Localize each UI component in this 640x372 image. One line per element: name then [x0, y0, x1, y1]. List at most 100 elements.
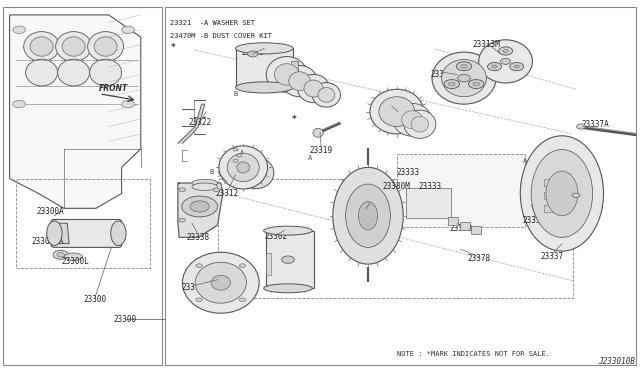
Text: 23300A: 23300A: [36, 207, 64, 216]
Ellipse shape: [237, 162, 250, 173]
Text: 23321  -A WASHER SET: 23321 -A WASHER SET: [170, 20, 255, 26]
Ellipse shape: [404, 110, 436, 138]
Bar: [406, 188, 451, 218]
Text: 23318: 23318: [182, 283, 205, 292]
Ellipse shape: [318, 87, 335, 102]
Circle shape: [444, 80, 460, 89]
Ellipse shape: [358, 202, 378, 230]
Ellipse shape: [402, 111, 423, 129]
Ellipse shape: [411, 116, 429, 132]
Ellipse shape: [289, 72, 310, 90]
Circle shape: [514, 65, 519, 68]
Polygon shape: [178, 183, 223, 237]
Circle shape: [492, 65, 497, 68]
Circle shape: [122, 100, 134, 108]
Circle shape: [248, 51, 258, 57]
Ellipse shape: [192, 183, 218, 190]
Bar: [165, 7, 636, 365]
Text: 23333: 23333: [397, 169, 420, 177]
Text: 23302: 23302: [265, 232, 288, 241]
Circle shape: [458, 74, 470, 82]
Text: 23338M: 23338M: [522, 216, 550, 225]
Text: A: A: [240, 150, 244, 155]
Text: 23319: 23319: [310, 146, 333, 155]
Text: 23313M: 23313M: [472, 40, 500, 49]
Circle shape: [182, 196, 218, 217]
Ellipse shape: [275, 64, 299, 85]
Bar: [448, 217, 458, 225]
Circle shape: [239, 264, 246, 267]
Text: 23312: 23312: [216, 189, 239, 198]
Ellipse shape: [88, 32, 124, 61]
Ellipse shape: [211, 275, 230, 290]
Ellipse shape: [520, 136, 604, 251]
Text: 23300: 23300: [114, 315, 137, 324]
Polygon shape: [178, 104, 205, 143]
Bar: [397, 154, 525, 227]
Text: *: *: [568, 156, 573, 165]
Circle shape: [237, 154, 242, 157]
Circle shape: [13, 100, 26, 108]
Text: NOTE : *MARK INDICATES NOT FOR SALE.: NOTE : *MARK INDICATES NOT FOR SALE.: [397, 351, 550, 357]
Ellipse shape: [56, 32, 92, 61]
Circle shape: [488, 62, 502, 71]
Ellipse shape: [282, 65, 317, 97]
Ellipse shape: [236, 82, 293, 93]
Text: 23337A: 23337A: [581, 120, 609, 129]
Polygon shape: [50, 223, 69, 244]
Text: 23380M: 23380M: [383, 182, 411, 191]
Ellipse shape: [236, 43, 293, 54]
Circle shape: [57, 253, 65, 257]
Circle shape: [179, 218, 186, 222]
Circle shape: [213, 188, 220, 192]
Ellipse shape: [298, 74, 330, 103]
Ellipse shape: [227, 153, 259, 182]
Ellipse shape: [264, 226, 312, 235]
Ellipse shape: [531, 150, 593, 237]
Circle shape: [509, 62, 524, 71]
Ellipse shape: [24, 32, 60, 61]
Ellipse shape: [62, 37, 85, 56]
Text: 23300L: 23300L: [61, 257, 90, 266]
Ellipse shape: [47, 221, 62, 246]
Bar: [291, 61, 298, 71]
Ellipse shape: [479, 40, 532, 83]
Circle shape: [239, 298, 246, 302]
Ellipse shape: [304, 80, 323, 97]
Bar: [471, 226, 481, 234]
Ellipse shape: [65, 253, 83, 260]
Circle shape: [190, 201, 209, 212]
Circle shape: [468, 80, 484, 89]
Text: 23333: 23333: [419, 182, 442, 191]
Ellipse shape: [312, 83, 340, 107]
Ellipse shape: [393, 103, 431, 136]
Text: 23310: 23310: [355, 207, 378, 216]
Bar: [218, 179, 573, 298]
Circle shape: [179, 188, 186, 192]
Text: J233010B: J233010B: [598, 357, 635, 366]
Ellipse shape: [264, 284, 312, 293]
Circle shape: [122, 26, 134, 33]
Ellipse shape: [195, 262, 246, 303]
Circle shape: [500, 58, 511, 64]
Polygon shape: [10, 15, 141, 208]
Circle shape: [572, 193, 580, 198]
Bar: [3, 7, 162, 365]
Ellipse shape: [333, 167, 403, 264]
Ellipse shape: [313, 128, 323, 137]
Ellipse shape: [266, 57, 307, 92]
Ellipse shape: [30, 37, 53, 56]
Ellipse shape: [192, 179, 218, 187]
Text: 23378: 23378: [467, 254, 490, 263]
Circle shape: [461, 64, 467, 68]
Text: 23337: 23337: [540, 252, 563, 261]
Circle shape: [456, 62, 472, 71]
Text: *: *: [292, 115, 297, 124]
Ellipse shape: [111, 221, 126, 246]
FancyBboxPatch shape: [51, 219, 122, 247]
Text: A: A: [308, 155, 312, 161]
Circle shape: [13, 26, 26, 33]
Text: 23343: 23343: [241, 48, 264, 57]
Circle shape: [196, 298, 202, 302]
Circle shape: [499, 47, 513, 55]
